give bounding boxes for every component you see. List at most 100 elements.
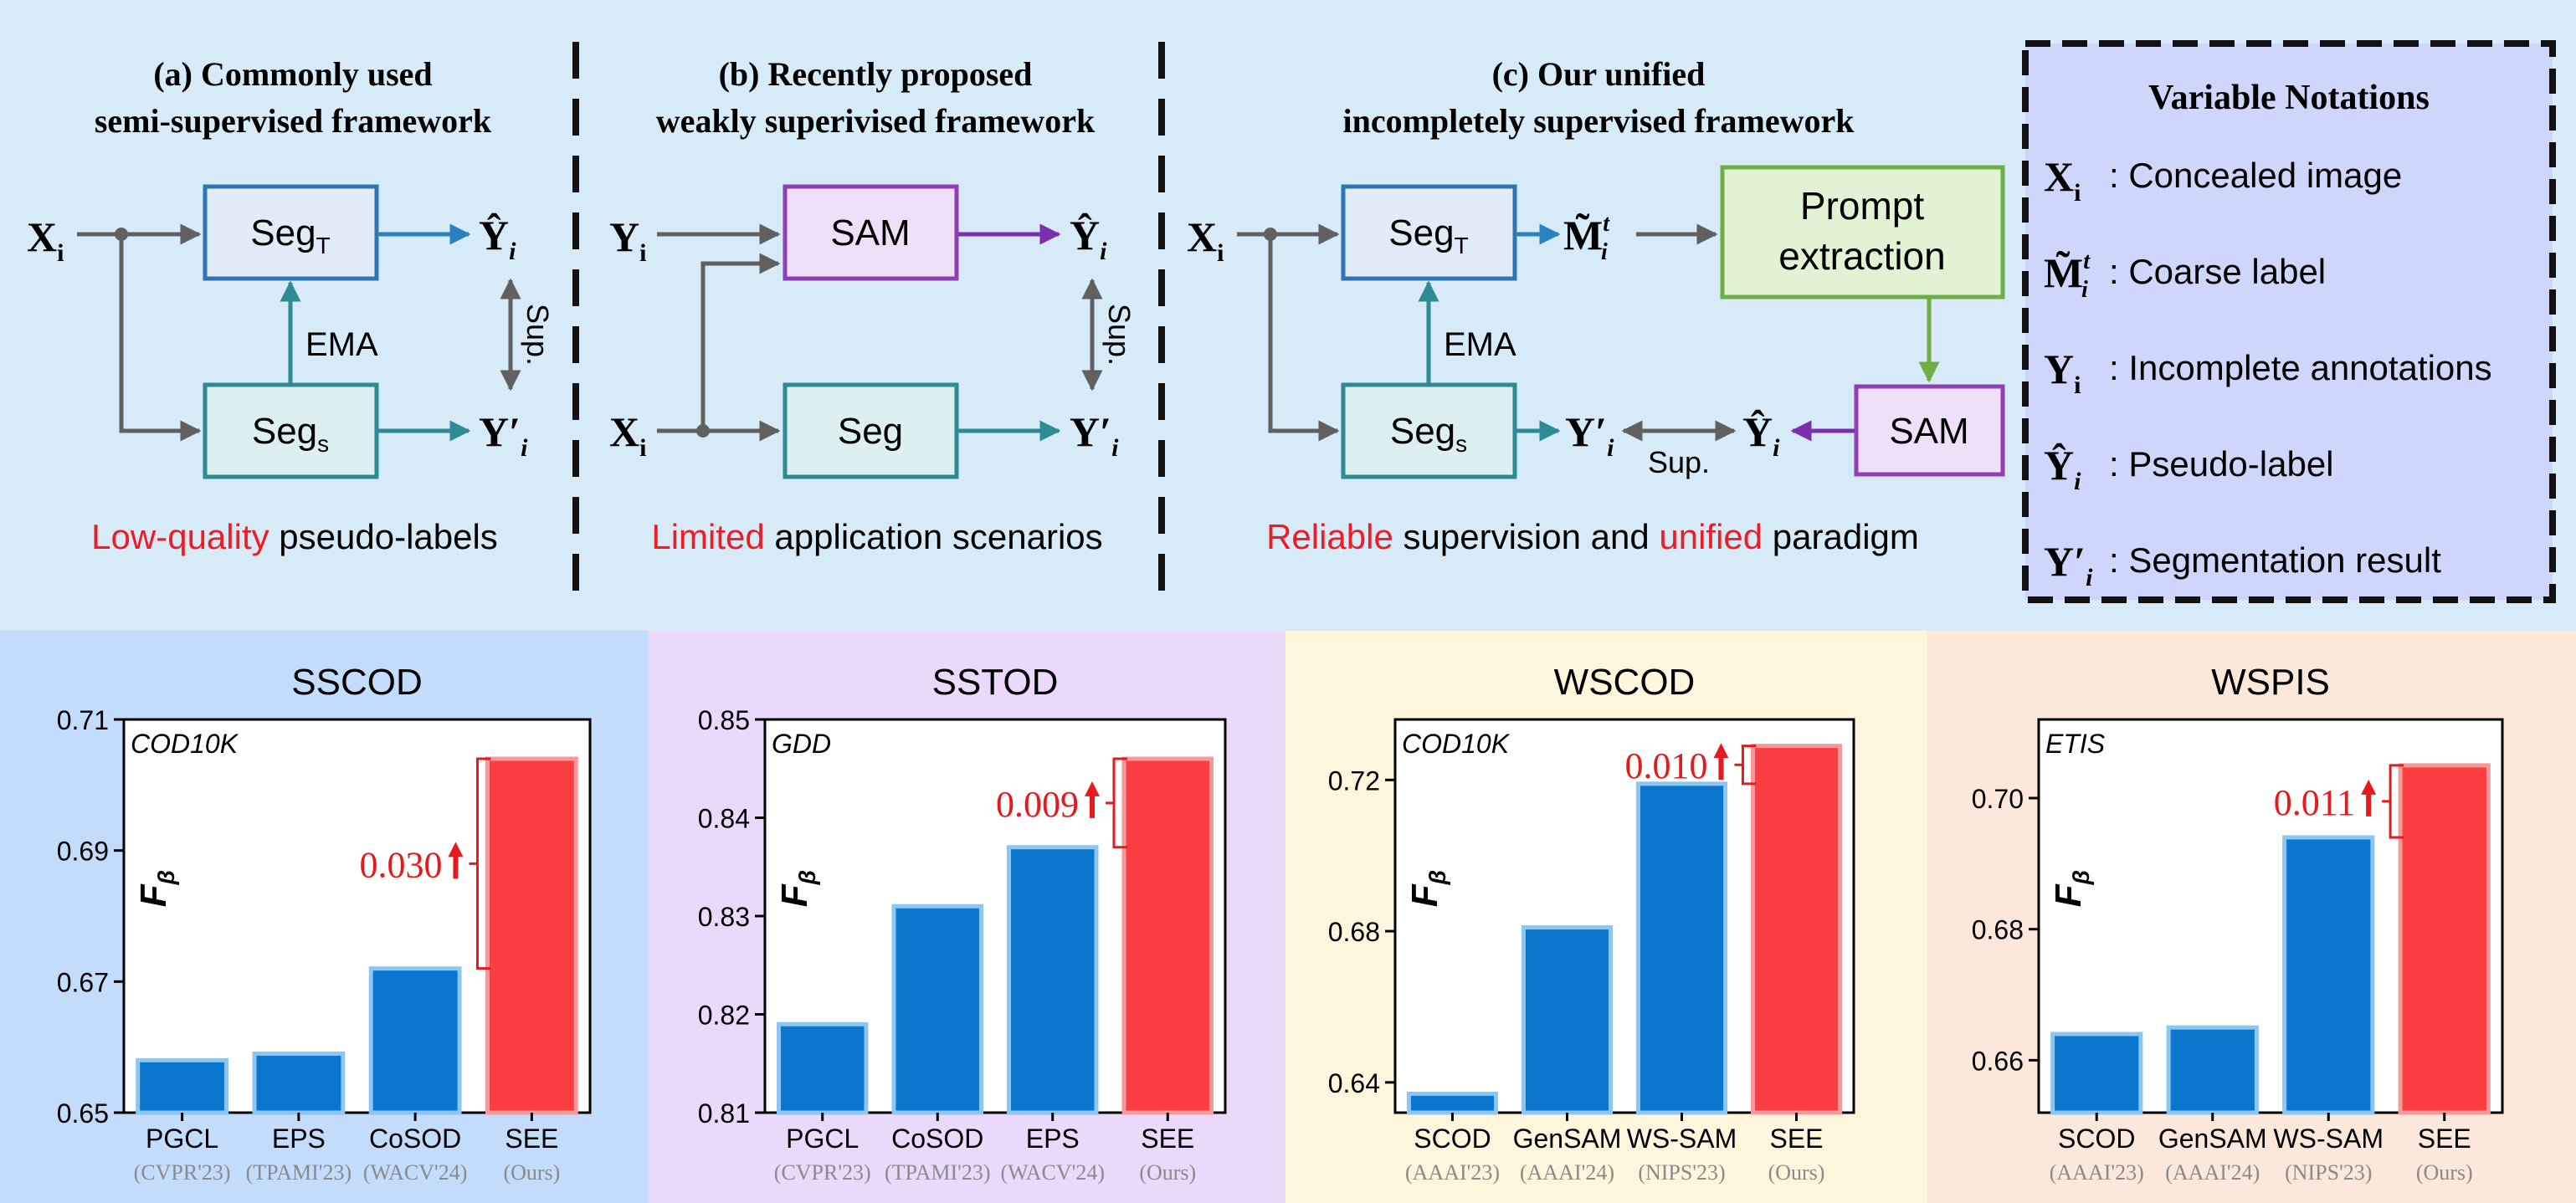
notation-symbol-base: Y′	[2044, 538, 2086, 585]
panel-c-ema-label: EMA	[1444, 326, 1516, 363]
improvement-bracket	[1106, 757, 1127, 849]
y-tick-label: 0.64	[1328, 1068, 1380, 1098]
bar	[1007, 845, 1099, 1115]
panel-a-ema-label: EMA	[305, 326, 378, 363]
y-axis-label: Fβ	[133, 870, 179, 907]
notation-symbol-sub: i	[2086, 564, 2093, 591]
chart-sscod: SSCOD 0.65 0.67 0.69 0.71 COD10K Fβ PGCL (CVPR'2…	[0, 631, 649, 1203]
improvement-arrow	[1085, 781, 1100, 818]
charts-area: SSCOD 0.65 0.67 0.69 0.71 COD10K Fβ PGCL (CVPR'2…	[0, 631, 2576, 1203]
chart-sstod: SSTOD 0.81 0.82 0.83 0.84 0.85 GDD Fβ PGCL (CVPR'…	[649, 631, 1285, 1203]
panel-b-sup-label: Sup.	[1102, 304, 1137, 366]
y-axis-label: Fβ	[774, 870, 820, 907]
bar	[1521, 925, 1614, 1115]
venue-label: (CVPR'23)	[774, 1160, 871, 1185]
panel-c-input-symbol: Xi	[1187, 213, 1224, 267]
bar	[368, 966, 462, 1115]
notation-symbol-sub: i	[2074, 371, 2081, 399]
panel-c-sam-label: SAM	[1889, 411, 1968, 452]
panel-c-title-line2: incompletely supervised framework	[1342, 102, 1855, 140]
notation-symbol: Ŷi	[2044, 442, 2081, 495]
panel-c-coarse-label-symbol: M̃t i	[1563, 211, 1610, 265]
panel-a-teacher-label: SegT	[250, 212, 330, 259]
y-axis-label-sub: β	[794, 870, 820, 885]
bar	[2166, 1025, 2259, 1115]
improvement-arrow	[448, 842, 464, 879]
chart-title: WSPIS	[2211, 662, 2330, 703]
notation-row: Yi: Incomplete annotations	[2044, 346, 2492, 399]
panel-a-teacher-box	[203, 184, 379, 281]
panel-c-sup-label: Sup.	[1648, 445, 1710, 479]
panel-c-prompt-box	[1720, 165, 2005, 299]
x-tick-label: EPS	[1026, 1124, 1080, 1154]
notation-row: Y′i : Segmentation result	[2044, 538, 2441, 591]
venue-label: (Ours)	[2416, 1160, 2473, 1185]
panel-b-pseudo-label-symbol: Ŷi	[1070, 212, 1107, 265]
panel-b: (b) Recently proposed weakly superivised…	[609, 55, 1137, 556]
bar	[252, 1052, 346, 1115]
x-tick-label: EPS	[272, 1124, 326, 1154]
dataset-label: GDD	[772, 729, 831, 759]
venue-label: (Ours)	[503, 1160, 560, 1185]
panel-c-prompt-label-line2: extraction	[1778, 234, 1945, 278]
bar-ours	[1121, 756, 1214, 1115]
improvement-bracket	[469, 757, 491, 970]
y-axis-label-sub: β	[1424, 870, 1450, 885]
y-axis-label-sub: β	[2068, 870, 2094, 885]
y-tick-label: 0.72	[1328, 765, 1380, 796]
notation-symbol-base: M̃	[2044, 249, 2083, 296]
y-tick-label: 0.85	[698, 705, 750, 735]
notations-title: Variable Notations	[2148, 79, 2430, 117]
bar	[1635, 781, 1728, 1115]
x-tick-label: GenSAM	[2158, 1124, 2267, 1154]
bar-ours	[2398, 763, 2491, 1115]
notation-symbol-sub: i	[2081, 277, 2088, 303]
panel-b-prediction-symbol: Y′i	[1070, 408, 1119, 462]
venue-label: (NIPS'23)	[2285, 1160, 2372, 1185]
notation-symbol-sup: t	[2083, 248, 2091, 274]
panel-a-title-line2: semi-supervised framework	[95, 102, 492, 140]
y-tick-label: 0.66	[1972, 1046, 2024, 1076]
chart-wspis: WSPIS 0.66 0.68 0.70 ETIS Fβ SCOD (AAAI'23) GenS…	[1927, 631, 2576, 1203]
panel-b-branch-line	[700, 253, 781, 431]
x-tick-label: WS-SAM	[1627, 1124, 1737, 1154]
bar	[1406, 1091, 1499, 1115]
x-tick-label: CoSOD	[369, 1124, 461, 1154]
bar	[136, 1057, 229, 1115]
y-tick-label: 0.68	[1972, 915, 2024, 945]
bar	[2282, 835, 2375, 1115]
x-tick-label: CoSOD	[891, 1124, 983, 1154]
panel-a-student-label: Segs	[252, 411, 329, 457]
y-tick-label: 0.70	[1972, 784, 2024, 814]
x-tick-label: SEE	[505, 1124, 558, 1154]
improvement-bracket	[2382, 764, 2404, 839]
venue-label: (NIPS'23)	[1638, 1160, 1725, 1185]
notation-row: Ŷi: Pseudo-label	[2044, 442, 2334, 495]
y-tick-label: 0.65	[57, 1098, 109, 1129]
improvement-arrow	[2361, 779, 2377, 817]
notation-description: : Coarse label	[2109, 252, 2326, 291]
chart-title: WSCOD	[1554, 662, 1696, 703]
y-tick-label: 0.68	[1328, 917, 1380, 947]
y-tick-label: 0.81	[698, 1098, 750, 1129]
notation-symbol: Y′i	[2044, 538, 2093, 591]
notation-symbol: M̃t i	[2044, 248, 2091, 303]
notations-box: Variable Notations Xi: Concealed image M̃…	[2022, 40, 2556, 603]
notation-description: : Segmentation result	[2109, 540, 2441, 580]
x-tick-label: SCOD	[2058, 1124, 2135, 1154]
panel-b-annotation-symbol: Yi	[609, 213, 646, 267]
y-tick-label: 0.67	[57, 967, 109, 997]
improvement-value: 0.009	[996, 784, 1079, 825]
bar	[2050, 1032, 2143, 1115]
panel-c-pseudo-label-symbol: Ŷi	[1742, 408, 1780, 462]
notation-symbol-sub: i	[2074, 179, 2081, 207]
x-tick-label: SEE	[1141, 1124, 1194, 1154]
panel-b-image-symbol: Xi	[609, 408, 646, 462]
panel-b-sam-label: SAM	[830, 212, 910, 253]
y-tick-label: 0.71	[57, 705, 109, 735]
notations-background	[2022, 40, 2556, 603]
panel-c-student-box	[1341, 382, 1517, 479]
notation-symbol: Xi	[2044, 153, 2081, 207]
x-tick-label: SEE	[1769, 1124, 1823, 1154]
